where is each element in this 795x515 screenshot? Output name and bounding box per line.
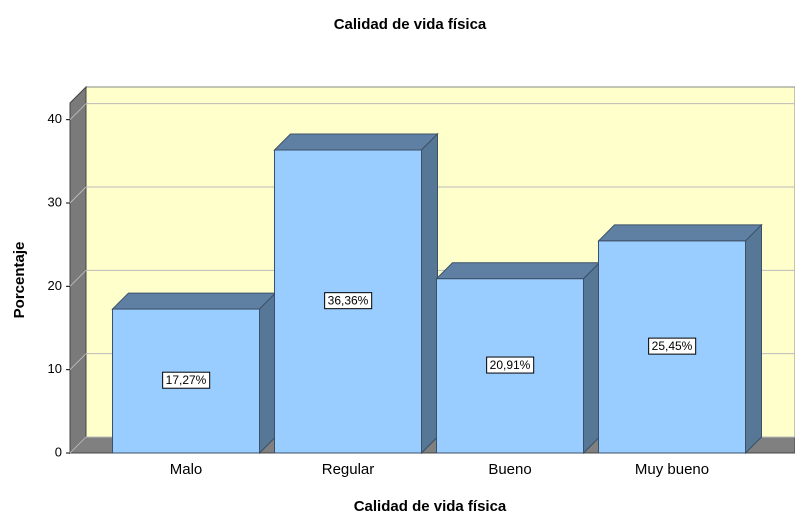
y-tick-label: 40: [48, 111, 62, 126]
value-label-box: [162, 371, 211, 389]
chart-title: Calidad de vida física: [334, 16, 487, 33]
grid-line: [69, 436, 87, 454]
bar-top: [435, 262, 601, 280]
value-label: 25,45%: [652, 339, 693, 353]
bar-top: [273, 133, 439, 151]
value-label: 20,91%: [490, 358, 531, 372]
grid-line: [69, 186, 87, 204]
left-wall: [69, 85, 87, 455]
x-tick-label: Regular: [322, 461, 375, 478]
bar-top: [597, 224, 763, 242]
bar-side: [259, 291, 276, 455]
bar-side: [421, 132, 438, 455]
grid-line: [69, 103, 87, 121]
x-tick-label: Malo: [170, 461, 203, 478]
grid-line: [69, 269, 87, 287]
bar-side: [745, 223, 762, 455]
y-tick-label: 10: [48, 361, 62, 376]
value-label-box: [324, 292, 373, 310]
value-label: 17,27%: [166, 373, 207, 387]
x-tick-label: Muy bueno: [635, 461, 709, 478]
bar-side: [583, 261, 600, 455]
y-tick-label: 20: [48, 278, 62, 293]
x-tick-label: Bueno: [488, 461, 531, 478]
y-tick-label: 30: [48, 194, 62, 209]
value-label: 36,36%: [328, 294, 369, 308]
y-axis-title: Porcentaje: [11, 242, 28, 319]
value-label-box: [486, 356, 535, 374]
value-label-box: [648, 337, 697, 355]
bar-top: [111, 292, 277, 310]
x-axis-title: Calidad de vida física: [354, 498, 507, 515]
grid-line: [69, 353, 87, 371]
y-tick-label: 0: [55, 444, 62, 459]
